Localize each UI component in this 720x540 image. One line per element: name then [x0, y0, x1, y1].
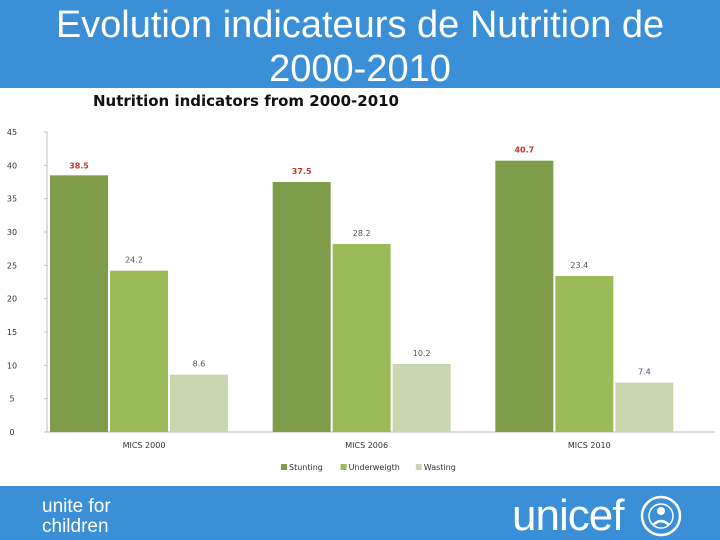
tagline: unite for children [42, 497, 111, 537]
bar [332, 244, 391, 432]
y-tick-label: 40 [7, 161, 17, 170]
bar [50, 175, 108, 432]
data-label: 40.7 [514, 146, 534, 155]
data-label: 37.5 [292, 167, 312, 176]
bar [170, 374, 228, 432]
slide-title-line2: 2000-2010 [269, 48, 451, 90]
x-tick-label: MICS 2000 [123, 441, 166, 450]
data-label: 10.2 [413, 349, 431, 358]
bar [110, 270, 168, 432]
legend-swatch [340, 464, 347, 470]
chart-title: Nutrition indicators from 2000-2010 [93, 92, 399, 110]
y-tick-label: 45 [7, 128, 17, 137]
data-label: 24.2 [125, 256, 143, 265]
y-tick-label: 35 [7, 195, 17, 204]
unicef-emblem-icon [640, 495, 682, 537]
y-tick-label: 30 [7, 228, 17, 237]
legend-label: Stunting [289, 463, 323, 472]
legend-swatch [415, 464, 422, 470]
y-tick-label: 25 [7, 261, 17, 270]
bar [495, 160, 554, 432]
x-tick-label: MICS 2010 [568, 441, 611, 450]
footer-bar [0, 486, 720, 540]
y-tick-label: 15 [7, 328, 17, 337]
bar [392, 364, 451, 432]
data-label: 28.2 [353, 229, 371, 238]
bar [555, 276, 614, 432]
bar [615, 382, 674, 432]
brand-wordmark: unicef [512, 491, 624, 540]
bar [272, 182, 331, 432]
bar-chart: 0 5 10 15 20 25 30 35 40 45 38.5 24.2 8.6 MICS 2000 37… [7, 128, 715, 472]
data-label: 7.4 [638, 368, 651, 377]
legend-label: Wasting [424, 463, 456, 472]
data-label: 8.6 [193, 360, 206, 369]
legend-label: Underweigth [349, 463, 400, 472]
data-label: 38.5 [69, 161, 89, 170]
y-tick-label: 20 [7, 295, 17, 304]
x-tick-label: MICS 2006 [345, 441, 388, 450]
legend-swatch [281, 464, 287, 470]
slide-title-line1: Evolution indicateurs de Nutrition de [55, 4, 665, 46]
slide-header: Evolution indicateurs de Nutrition de 20… [0, 0, 720, 90]
tagline-line1: unite for [42, 496, 111, 517]
y-tick-label: 5 [9, 395, 14, 404]
y-tick-label: 10 [7, 361, 17, 370]
tagline-line2: children [42, 516, 109, 537]
data-label: 23.4 [570, 261, 588, 270]
y-tick-label: 0 [9, 428, 14, 437]
